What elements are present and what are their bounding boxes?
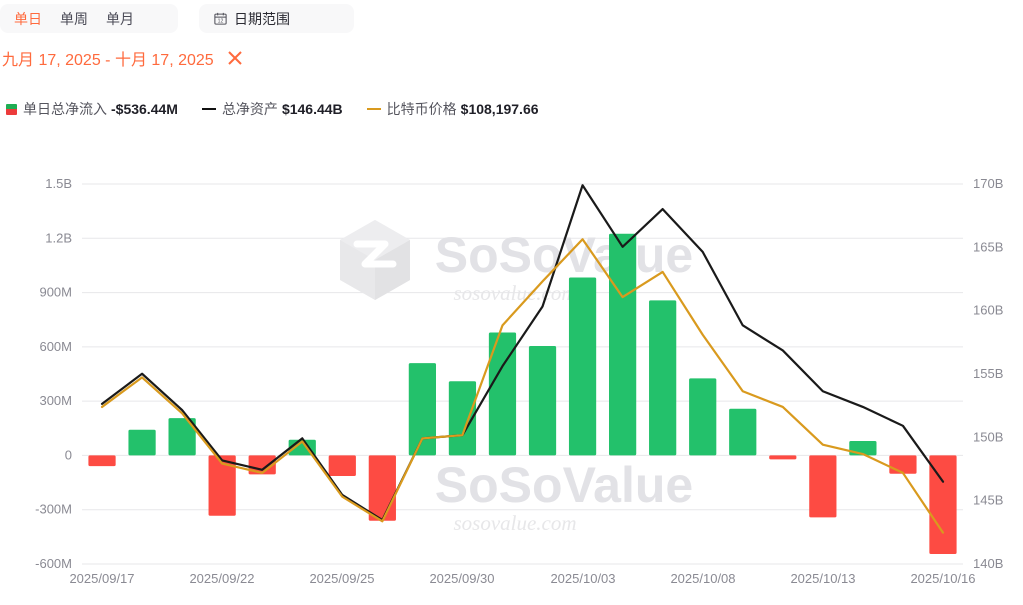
svg-text:0: 0: [65, 447, 72, 462]
svg-text:2025/10/16: 2025/10/16: [910, 571, 975, 586]
svg-text:160B: 160B: [973, 303, 1003, 318]
svg-text:2025/09/30: 2025/09/30: [429, 571, 494, 586]
svg-text:2025/10/13: 2025/10/13: [790, 571, 855, 586]
svg-text:2025/10/03: 2025/10/03: [550, 571, 615, 586]
svg-text:140B: 140B: [973, 556, 1003, 571]
svg-text:-300M: -300M: [35, 502, 72, 517]
svg-text:165B: 165B: [973, 239, 1003, 254]
svg-text:1.2B: 1.2B: [45, 230, 72, 245]
svg-text:900M: 900M: [39, 285, 72, 300]
svg-text:-600M: -600M: [35, 556, 72, 571]
svg-text:600M: 600M: [39, 339, 72, 354]
svg-text:SoSoValue: SoSoValue: [435, 457, 693, 513]
svg-text:300M: 300M: [39, 393, 72, 408]
svg-text:1.5B: 1.5B: [45, 176, 72, 191]
svg-text:2025/09/22: 2025/09/22: [189, 571, 254, 586]
svg-text:150B: 150B: [973, 429, 1003, 444]
svg-text:SoSoValue: SoSoValue: [435, 227, 693, 283]
svg-text:2025/10/08: 2025/10/08: [670, 571, 735, 586]
svg-text:155B: 155B: [973, 366, 1003, 381]
svg-text:sosovalue.com: sosovalue.com: [453, 281, 576, 305]
svg-text:170B: 170B: [973, 176, 1003, 191]
svg-text:145B: 145B: [973, 493, 1003, 508]
svg-text:2025/09/25: 2025/09/25: [309, 571, 374, 586]
svg-text:2025/09/17: 2025/09/17: [69, 571, 134, 586]
svg-text:sosovalue.com: sosovalue.com: [453, 511, 576, 535]
